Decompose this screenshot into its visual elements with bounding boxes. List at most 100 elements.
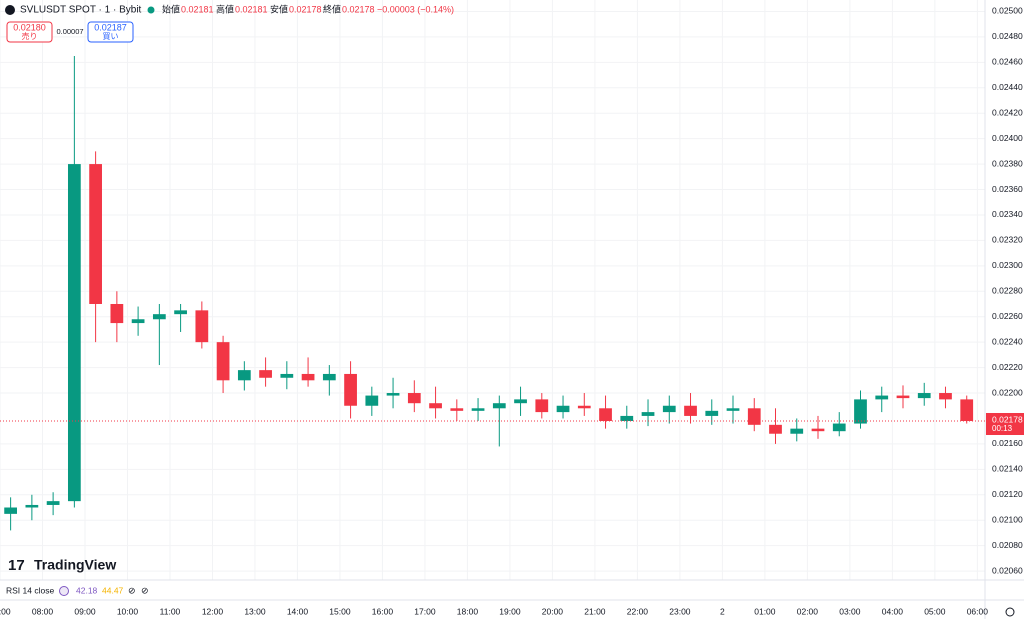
candle-body — [46, 501, 60, 505]
candle-body — [747, 408, 761, 425]
indicator-icon — [59, 586, 69, 596]
x-tick-label: 06:00 — [967, 606, 989, 616]
candle-body — [599, 408, 612, 422]
y-tick-label: 0.02240 — [992, 336, 1023, 346]
candle-body — [577, 405, 591, 409]
spread: 0.00007 — [56, 27, 83, 36]
candle-body — [110, 303, 124, 324]
candle-body — [471, 408, 485, 411]
candle-body — [4, 507, 17, 514]
indicator-name: RSI 14 close — [6, 585, 54, 595]
candle-body — [152, 314, 166, 320]
candle-body — [450, 408, 464, 411]
candle-body — [429, 403, 442, 409]
change: −0.00003 (−0.14%) — [377, 4, 454, 14]
settings-icon[interactable] — [1005, 607, 1015, 617]
candle-body — [365, 395, 379, 406]
candle-body — [854, 399, 867, 424]
candle-body — [790, 428, 804, 434]
close-value: 0.02178 — [342, 4, 375, 14]
candle-body — [896, 395, 910, 399]
y-tick-label: 0.02160 — [992, 438, 1023, 448]
x-tick-label: 22:00 — [627, 606, 649, 616]
candle-body — [535, 399, 549, 413]
low-value: 0.02178 — [289, 4, 322, 14]
candle-body — [174, 310, 187, 315]
x-tick-label: 23:00 — [669, 606, 691, 616]
low-label: 安値 — [270, 3, 288, 14]
y-tick-label: 0.02260 — [992, 311, 1023, 321]
candle-body — [875, 395, 889, 400]
candles — [4, 55, 974, 531]
buy-label[interactable]: 買い — [103, 32, 119, 41]
hide-icon[interactable]: ⊘ — [141, 585, 149, 595]
x-tick-label: 09:00 — [74, 606, 96, 616]
y-tick-label: 0.02300 — [992, 260, 1023, 270]
sell-label[interactable]: 売り — [22, 31, 38, 41]
x-tick-label: 19:00 — [499, 606, 521, 616]
y-tick-label: 0.02060 — [992, 565, 1023, 575]
candle-body — [705, 410, 719, 416]
open-value: 0.02181 — [181, 4, 214, 14]
status-dot — [147, 6, 155, 14]
hide-icon[interactable]: ⊘ — [128, 585, 136, 595]
y-tick-label: 0.02460 — [992, 57, 1023, 67]
y-tick-label: 0.02320 — [992, 235, 1023, 245]
y-tick-label: 0.02440 — [992, 82, 1023, 92]
candle-body — [237, 370, 251, 381]
candle-body — [492, 403, 506, 409]
candle-body — [386, 393, 400, 396]
y-tick-label: 0.02340 — [992, 209, 1023, 219]
sell-button[interactable] — [6, 21, 53, 43]
x-tick-label: 01:00 — [754, 606, 776, 616]
buy-button[interactable] — [87, 21, 134, 43]
close-label: 終値 — [323, 3, 341, 14]
high-label: 高値 — [216, 3, 234, 14]
candle-body — [960, 399, 974, 422]
x-tick-label: 11:00 — [160, 606, 181, 616]
x-tick-label: 2 — [720, 606, 725, 616]
candle-body — [344, 373, 357, 406]
candle-body — [514, 399, 527, 404]
y-tick-label: 0.02120 — [992, 489, 1023, 499]
y-tick-label: 0.02100 — [992, 514, 1023, 524]
logo: TradingView — [34, 557, 116, 573]
x-tick-label: 07:00 — [0, 606, 11, 616]
candle-body — [195, 310, 209, 343]
buy-price[interactable]: 0.02187 — [94, 22, 127, 32]
x-tick-label: 04:00 — [882, 606, 904, 616]
logo-mark: 17 — [8, 557, 25, 574]
open-label: 始値 — [162, 3, 180, 14]
candle-body — [662, 405, 676, 413]
y-tick-label: 0.02420 — [992, 107, 1023, 117]
candle-body — [832, 423, 846, 432]
x-tick-label: 17:00 — [414, 606, 436, 616]
indicator-value: 42.18 — [76, 585, 98, 595]
x-tick-label: 05:00 — [924, 606, 946, 616]
y-tick-label: 0.02400 — [992, 133, 1023, 143]
y-tick-label: 0.02200 — [992, 387, 1023, 397]
candle-body — [131, 319, 145, 324]
high-value: 0.02181 — [235, 4, 268, 14]
candle-body — [769, 424, 782, 434]
x-tick-label: 02:00 — [797, 606, 819, 616]
candle-body — [939, 393, 952, 400]
symbol-icon — [5, 5, 15, 15]
x-tick-label: 15:00 — [329, 606, 351, 616]
candle-body — [67, 164, 81, 502]
x-tick-label: 08:00 — [32, 606, 54, 616]
x-tick-label: 20:00 — [542, 606, 564, 616]
candle-body — [259, 370, 272, 378]
grid — [0, 0, 985, 580]
symbol: SVLUSDT SPOT · 1 · Bybit — [20, 5, 142, 16]
candle-body — [684, 405, 697, 416]
candle-body — [811, 428, 825, 432]
candle-body — [620, 415, 634, 422]
last-price: 0.02178 — [992, 414, 1023, 424]
last-price-box — [986, 413, 1024, 436]
sell-price[interactable]: 0.02180 — [13, 22, 46, 32]
candle-body — [556, 405, 570, 413]
candle-body — [726, 408, 740, 411]
y-tick-label: 0.02220 — [992, 362, 1023, 372]
